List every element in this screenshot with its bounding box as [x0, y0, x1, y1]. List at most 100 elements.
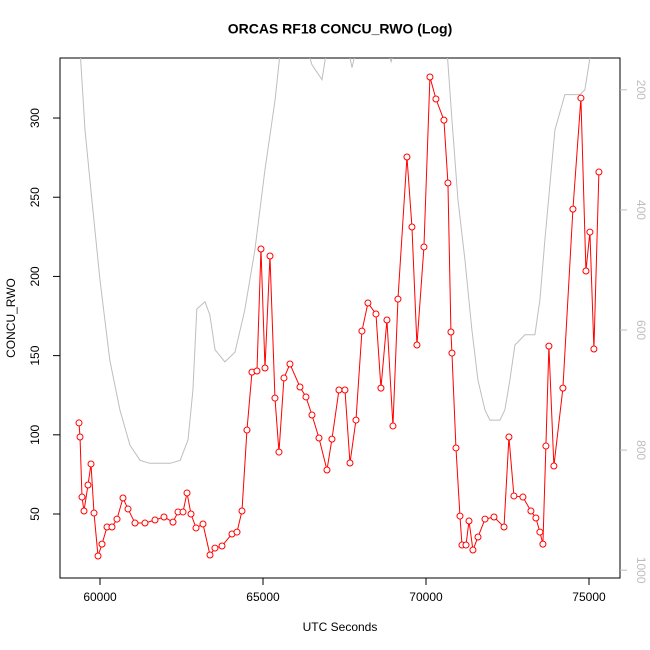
- data-point: [76, 433, 84, 441]
- data-point: [169, 518, 177, 526]
- data-point: [452, 444, 460, 452]
- data-point: [465, 517, 473, 525]
- data-point: [141, 519, 149, 527]
- data-point: [266, 252, 274, 260]
- data-point: [372, 310, 380, 318]
- data-point: [206, 551, 214, 559]
- y2-tick-label: 200: [634, 80, 648, 100]
- data-point: [286, 360, 294, 368]
- data-point: [500, 523, 508, 531]
- data-point: [84, 481, 92, 489]
- data-point: [536, 528, 544, 536]
- data-point: [539, 540, 547, 548]
- data-point: [519, 493, 527, 501]
- data-point: [315, 434, 323, 442]
- data-point: [90, 509, 98, 517]
- data-point: [383, 316, 391, 324]
- x-axis-label: UTC Seconds: [303, 620, 378, 634]
- data-point: [75, 419, 83, 427]
- data-point: [243, 426, 251, 434]
- data-point: [352, 416, 360, 424]
- data-point: [280, 374, 288, 382]
- data-point: [341, 386, 349, 394]
- data-point: [108, 523, 116, 531]
- y-tick-label: 100: [28, 424, 42, 444]
- data-point: [98, 540, 106, 548]
- data-point: [233, 528, 241, 536]
- data-point: [582, 267, 590, 275]
- y2-tick-label: 800: [634, 440, 648, 460]
- data-point: [527, 507, 535, 515]
- data-point: [403, 153, 411, 161]
- data-point: [462, 541, 470, 549]
- data-point: [335, 386, 343, 394]
- data-point: [432, 95, 440, 103]
- data-point: [408, 223, 416, 231]
- chart-title: ORCAS RF18 CONCU_RWO (Log): [228, 21, 453, 37]
- data-point: [346, 459, 354, 467]
- data-point: [257, 245, 265, 253]
- data-point: [183, 489, 191, 497]
- data-point: [389, 422, 397, 430]
- data-point: [481, 515, 489, 523]
- data-point: [413, 341, 421, 349]
- data-point: [323, 466, 331, 474]
- y-tick-label: 300: [28, 108, 42, 128]
- x-tick-label: 70000: [409, 590, 443, 604]
- data-point: [545, 342, 553, 350]
- data-point: [447, 328, 455, 336]
- data-point: [595, 168, 603, 176]
- data-point: [87, 460, 95, 468]
- data-point: [358, 327, 366, 335]
- y-tick-label: 250: [28, 187, 42, 207]
- data-point: [179, 508, 187, 516]
- data-point: [124, 505, 132, 513]
- data-point: [80, 507, 88, 515]
- data-point: [271, 394, 279, 402]
- data-point: [586, 228, 594, 236]
- data-point: [119, 494, 127, 502]
- secondary-line: [80, 58, 591, 464]
- data-point: [569, 205, 577, 213]
- data-point: [160, 513, 168, 521]
- data-point: [469, 546, 477, 554]
- data-point: [364, 299, 372, 307]
- data-point: [275, 448, 283, 456]
- y2-tick-label: 600: [634, 320, 648, 340]
- data-point: [199, 520, 207, 528]
- plot-frame: [59, 57, 621, 579]
- data-point: [532, 514, 540, 522]
- data-point: [394, 295, 402, 303]
- data-point: [456, 512, 464, 520]
- data-point: [420, 243, 428, 251]
- data-point: [151, 516, 159, 524]
- data-point: [261, 364, 269, 372]
- y-axis-label: CONCU_RWO: [4, 278, 18, 358]
- data-point: [490, 513, 498, 521]
- data-point: [577, 94, 585, 102]
- data-point: [78, 493, 86, 501]
- data-point: [113, 515, 121, 523]
- data-point: [505, 433, 513, 441]
- data-point: [550, 462, 558, 470]
- data-point: [328, 435, 336, 443]
- data-point: [302, 393, 310, 401]
- data-point: [440, 116, 448, 124]
- data-point: [426, 73, 434, 81]
- data-point: [192, 524, 200, 532]
- data-point: [448, 349, 456, 357]
- data-point: [296, 383, 304, 391]
- plot-area: [75, 58, 603, 560]
- data-point: [308, 411, 316, 419]
- data-point: [510, 492, 518, 500]
- x-tick-label: 60000: [83, 590, 117, 604]
- data-point: [542, 442, 550, 450]
- x-tick-label: 75000: [572, 590, 606, 604]
- data-point: [377, 384, 385, 392]
- data-point: [218, 542, 226, 550]
- y2-tick-label: 400: [634, 200, 648, 220]
- data-point: [444, 179, 452, 187]
- y-tick-label: 50: [28, 507, 42, 521]
- data-point: [211, 544, 219, 552]
